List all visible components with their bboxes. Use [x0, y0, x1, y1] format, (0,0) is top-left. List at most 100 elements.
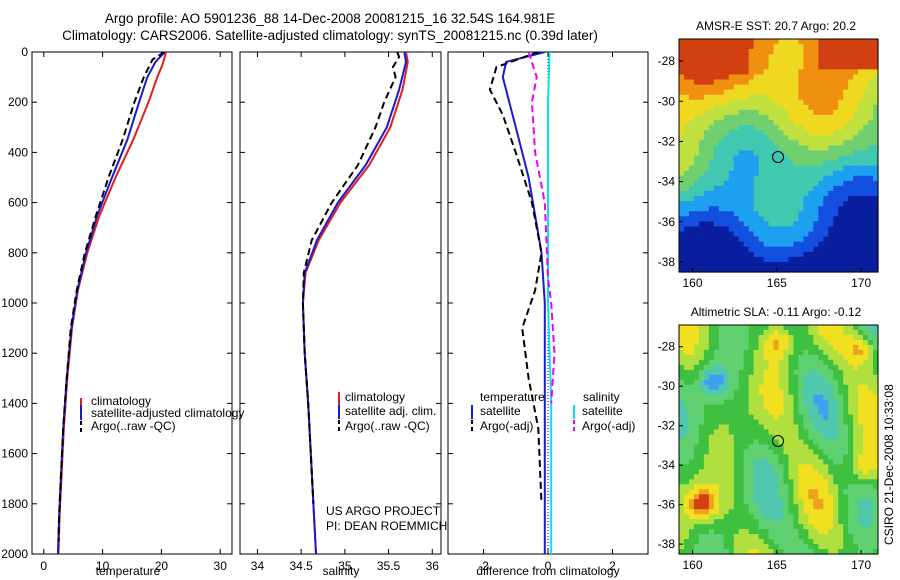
map-cell — [748, 120, 755, 126]
map-cell — [833, 344, 839, 351]
map-cell — [773, 344, 780, 351]
map-cell — [793, 429, 799, 436]
map-cell — [768, 454, 775, 461]
map-cell — [793, 64, 799, 70]
map-cell — [793, 226, 799, 233]
map-cell — [679, 160, 685, 167]
map-cell — [698, 241, 705, 248]
map-cell — [768, 399, 775, 406]
map-cell — [758, 109, 765, 116]
map-cell — [708, 69, 715, 76]
map-cell — [753, 135, 760, 141]
map-cell — [713, 374, 720, 381]
map-cell — [683, 170, 690, 177]
map-cell — [693, 449, 700, 456]
map-cell — [828, 404, 834, 411]
map-cell — [798, 155, 804, 162]
map-cell — [693, 454, 700, 461]
map-cell — [768, 379, 775, 386]
map-cell — [843, 135, 849, 141]
map-cell — [693, 155, 700, 162]
map-cell — [688, 399, 695, 406]
map-cell — [838, 64, 844, 70]
map-cell — [773, 509, 780, 515]
map-cell — [828, 266, 834, 273]
map-cell — [813, 261, 819, 268]
map-cell — [843, 175, 849, 182]
map-cell — [733, 504, 740, 510]
map-cell — [768, 69, 775, 76]
map-cell — [873, 399, 879, 406]
map-cell — [803, 359, 809, 366]
map-cell — [808, 256, 814, 263]
map-cell — [863, 379, 869, 386]
map-cell — [818, 329, 824, 336]
map-cell — [788, 544, 795, 550]
map-cell — [808, 160, 814, 167]
map-cell — [778, 236, 785, 243]
map-cell — [843, 409, 849, 416]
map-cell — [753, 414, 760, 421]
map-cell — [728, 539, 735, 545]
map-cell — [758, 104, 765, 111]
map-cell — [868, 125, 874, 131]
map-cell — [818, 534, 824, 540]
map-cell — [813, 469, 819, 475]
map-cell — [788, 334, 795, 341]
map-cell — [773, 519, 780, 525]
map-cell — [838, 165, 844, 172]
map-cell — [843, 514, 849, 520]
map-cell — [828, 59, 834, 65]
map-cell — [828, 185, 834, 192]
map-cell — [758, 120, 765, 126]
map-cell — [679, 374, 685, 381]
map-cell — [833, 494, 839, 500]
map-cell — [813, 449, 819, 456]
map-cell — [733, 190, 740, 197]
map-cell — [773, 379, 780, 386]
map-cell — [733, 226, 740, 233]
map-cell — [823, 469, 829, 475]
map-cell — [718, 236, 725, 243]
map-cell — [853, 514, 859, 520]
map-cell — [843, 99, 849, 106]
map-cell — [803, 325, 809, 331]
map-cell — [788, 231, 795, 238]
map-cell — [743, 514, 750, 520]
map-cell — [758, 534, 765, 540]
map-cell — [773, 399, 780, 406]
map-cell — [763, 175, 770, 182]
map-cell — [679, 539, 685, 545]
map-cell — [858, 89, 864, 96]
map-cell — [813, 125, 819, 131]
map-cell — [783, 44, 790, 50]
map-cell — [778, 494, 785, 500]
map-cell — [833, 120, 839, 126]
map-cell — [848, 444, 854, 451]
map-cell — [873, 464, 879, 470]
map-cell — [738, 246, 745, 253]
map-cell — [708, 246, 715, 253]
map-cell — [708, 364, 715, 371]
map-cell — [853, 196, 859, 202]
map-cell — [679, 474, 685, 480]
map-cell — [768, 384, 775, 391]
map-cell — [853, 170, 859, 177]
map-cell — [698, 69, 705, 76]
map-cell — [803, 109, 809, 116]
map-cell — [718, 216, 725, 222]
map-cell — [868, 484, 874, 490]
map-cell — [838, 190, 844, 197]
map-cell — [688, 454, 695, 461]
map-cell — [753, 266, 760, 273]
map-cell — [718, 429, 725, 436]
map-cell — [843, 424, 849, 431]
map-cell — [713, 479, 720, 485]
map-cell — [703, 54, 710, 60]
map-cell — [823, 165, 829, 172]
map-cell — [733, 489, 740, 495]
map-cell — [778, 359, 785, 366]
map-cell — [853, 246, 859, 253]
map-cell — [738, 364, 745, 371]
map-cell — [718, 534, 725, 540]
